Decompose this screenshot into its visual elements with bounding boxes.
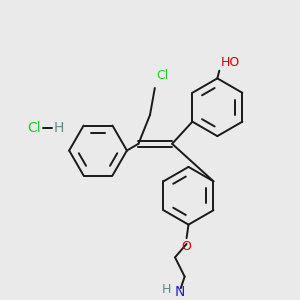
Text: N: N [175,285,185,299]
Text: H: H [162,283,171,296]
Text: Cl: Cl [157,69,169,82]
Text: Cl: Cl [27,122,40,135]
Text: HO: HO [221,56,241,69]
Text: H: H [54,122,64,135]
Text: O: O [182,240,191,253]
